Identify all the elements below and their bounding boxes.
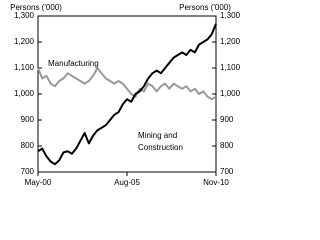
y2-tick-label: 1,200 bbox=[220, 37, 241, 46]
x-tick-label: May-00 bbox=[25, 178, 52, 187]
y2-tick-label: 900 bbox=[220, 115, 234, 124]
annotation: Manufacturing bbox=[48, 59, 99, 68]
y-tick-label: 1,100 bbox=[14, 63, 35, 72]
series-line bbox=[37, 23, 217, 166]
y-tick-label: 700 bbox=[21, 167, 35, 176]
series-line bbox=[37, 67, 217, 101]
y2-tick-label: 1,300 bbox=[220, 11, 241, 20]
x-tick-label: Aug-05 bbox=[114, 178, 140, 187]
x-tick-label: Nov-10 bbox=[203, 178, 229, 187]
y-axis-label: Persons ('000) bbox=[10, 3, 62, 12]
y2-tick-label: 700 bbox=[220, 167, 234, 176]
y-tick-label: 1,000 bbox=[14, 89, 35, 98]
y2-tick-label: 1,100 bbox=[220, 63, 241, 72]
y-tick-label: 900 bbox=[21, 115, 35, 124]
annotation: Mining and bbox=[138, 131, 177, 140]
y-tick-label: 1,200 bbox=[14, 37, 35, 46]
plot-frame bbox=[37, 15, 217, 173]
annotation: Construction bbox=[138, 143, 183, 152]
y-tick-label: 800 bbox=[21, 141, 35, 150]
y2-axis-label: Persons ('000) bbox=[179, 3, 231, 12]
chart: Persons ('000) Persons ('000) Manufactur… bbox=[10, 3, 241, 187]
y2-tick-label: 1,000 bbox=[220, 89, 241, 98]
y2-tick-label: 800 bbox=[220, 141, 234, 150]
y-tick-label: 1,300 bbox=[14, 11, 35, 20]
